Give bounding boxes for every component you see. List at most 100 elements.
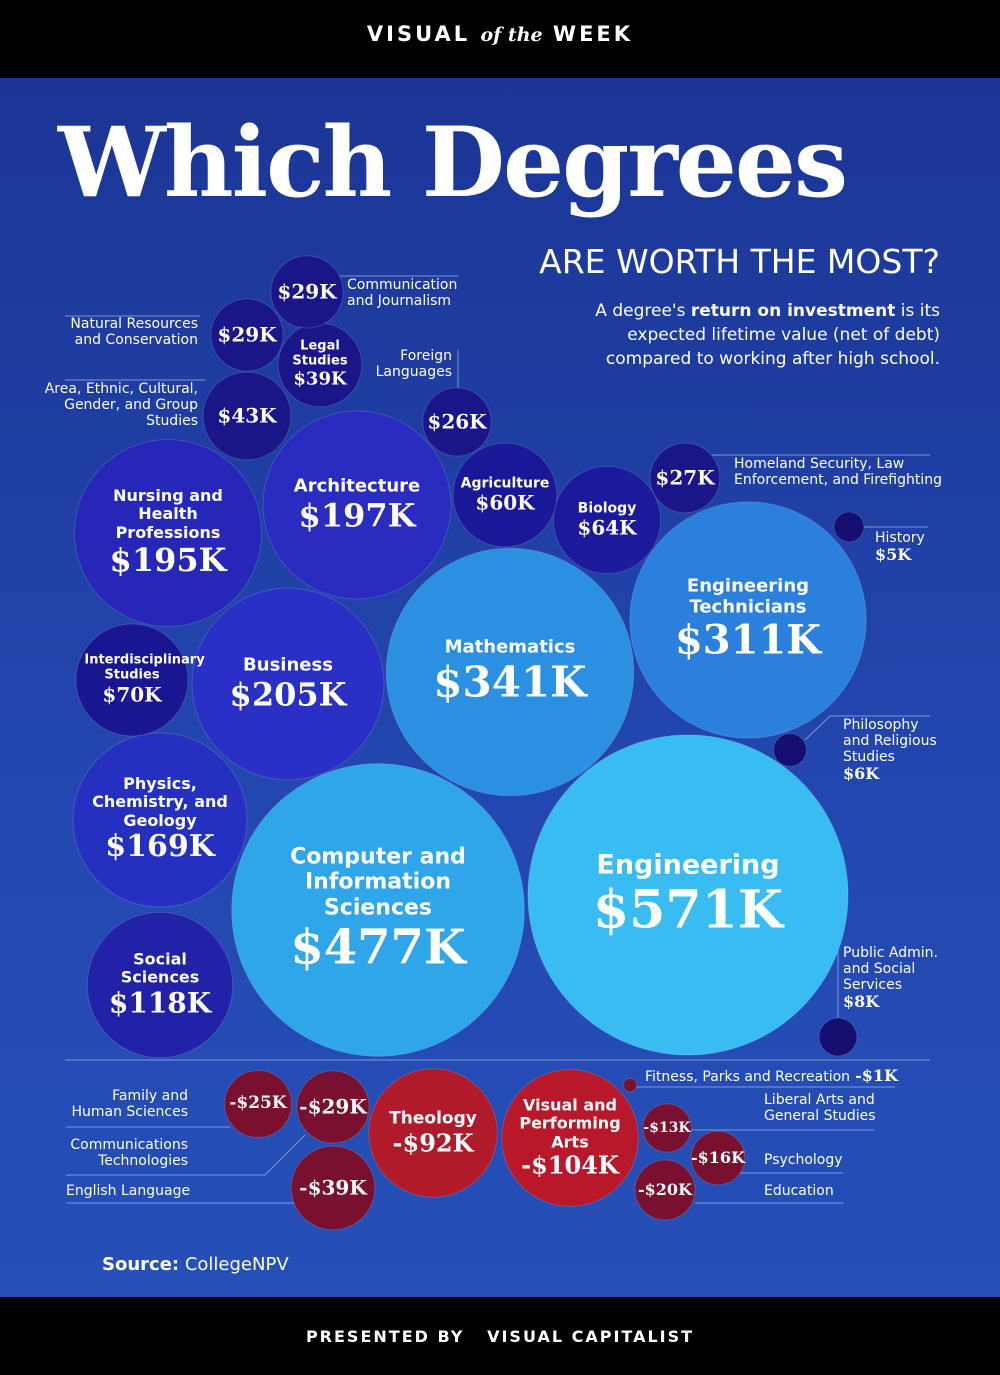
description-text: is its expected lifetime value (net of d… — [605, 301, 940, 369]
bubble-label: Fitness, Parks and Recreation -$1K — [645, 1066, 915, 1085]
category-label: Homeland Security, Law Enforcement, and … — [734, 456, 942, 489]
source-name: CollegeNPV — [184, 1254, 289, 1275]
presented-by: PRESENTED BY — [305, 1327, 465, 1346]
category-label: Physics, Chemistry, and Geology — [92, 774, 228, 830]
title: Which Degrees — [58, 106, 848, 219]
category-label: English Language — [66, 1183, 191, 1199]
bubble — [368, 1068, 498, 1198]
bubble — [552, 465, 662, 575]
bubble — [422, 387, 492, 457]
bubble-label: History $5K — [875, 530, 935, 564]
value-label: -$92K — [392, 1127, 474, 1157]
value-label: $60K — [475, 490, 535, 515]
category-label: Computer and Information Sciences — [290, 844, 466, 921]
description: A degree's return on investment is its e… — [560, 300, 940, 371]
bubble — [649, 442, 721, 514]
bubble — [191, 587, 385, 781]
bubble-label: Philosophy and Religious Studies $6K — [843, 717, 943, 784]
bubble — [202, 371, 292, 461]
brand: WEEK — [552, 22, 634, 46]
footer: PRESENTED BY VISUAL CAPITALIST — [0, 1327, 1000, 1346]
bubble — [527, 734, 849, 1056]
value-label: -$104K — [521, 1150, 619, 1180]
brand: VISUAL CAPITALIST — [487, 1327, 695, 1346]
value-label: $477K — [290, 919, 466, 976]
category-label: Biology — [577, 500, 637, 517]
value-label: $311K — [674, 616, 822, 664]
value-label: -$16K — [691, 1147, 745, 1167]
category-label: Area, Ethnic, Cultural, Gender, and Grou… — [44, 381, 198, 430]
bubble-label: Visual and Performing Arts -$104K — [512, 1095, 628, 1180]
bubble-label: Communications Technologies — [58, 1137, 188, 1169]
value-label: -$13K — [643, 1119, 691, 1136]
category-label: Agriculture — [460, 475, 550, 492]
category-label: Public Admin. and Social Services — [843, 945, 938, 994]
bubble — [385, 547, 635, 797]
bubble-label: Physics, Chemistry, and Geology $169K — [86, 774, 234, 865]
bubble — [818, 1017, 858, 1057]
bubble — [73, 438, 263, 628]
bubble-label: Agriculture $60K — [460, 475, 550, 514]
bubble-label: Education — [764, 1183, 884, 1199]
value-label: $8K — [843, 992, 880, 1012]
description-text: A degree's — [595, 301, 691, 321]
bubble — [210, 298, 284, 372]
value-label: -$25K — [229, 1093, 287, 1114]
value-label: $205K — [229, 674, 347, 713]
category-label: Psychology — [764, 1152, 843, 1168]
bubble-label: Legal Studies $39K — [275, 338, 365, 391]
bubble-label: Area, Ethnic, Cultural, Gender, and Grou… — [43, 381, 198, 429]
category-label: Fitness, Parks and Recreation — [645, 1069, 851, 1085]
brand: of the — [480, 24, 543, 46]
bubble-label: Computer and Information Sciences $477K — [254, 844, 503, 975]
category-label: Architecture — [293, 475, 421, 497]
source: Source: CollegeNPV — [102, 1254, 289, 1276]
category-label: Communications Technologies — [70, 1137, 188, 1170]
category-label: Foreign Languages — [375, 348, 452, 381]
value-label: $64K — [577, 515, 637, 540]
bubble-label: Homeland Security, Law Enforcement, and … — [734, 456, 944, 488]
bubble-label: Natural Resources and Conservation — [58, 316, 198, 348]
bubble — [290, 1145, 376, 1231]
bubble-label: English Language — [66, 1183, 286, 1199]
value-label: $29K — [217, 322, 277, 347]
value-label: -$29K — [299, 1094, 367, 1119]
category-label: Engineering — [596, 849, 780, 881]
category-label: Legal Studies — [292, 338, 348, 369]
value-label: $5K — [875, 545, 912, 565]
value-label: $27K — [655, 465, 715, 490]
bubble-label: Theology -$92K — [378, 1109, 487, 1156]
bubble — [296, 1070, 370, 1144]
value-label: $197K — [298, 495, 416, 534]
bubble — [231, 763, 525, 1057]
bubble-label: Psychology — [764, 1152, 884, 1168]
category-label: Mathematics — [444, 636, 576, 658]
value-label: $43K — [217, 403, 277, 428]
bubble — [270, 255, 344, 329]
value-label: $341K — [433, 657, 587, 707]
category-label: Visual and Performing Arts — [519, 1095, 621, 1152]
value-label: $195K — [109, 541, 227, 580]
value-label: $169K — [105, 829, 215, 865]
bubble — [86, 911, 234, 1059]
bubble — [452, 442, 558, 548]
value-label: $571K — [593, 879, 783, 941]
value-label: -$1K — [855, 1066, 898, 1085]
bubble-label: Interdisciplinary Studies $70K — [84, 653, 204, 707]
value-label: $6K — [843, 764, 880, 784]
category-label: Nursing and Health Professions — [113, 486, 223, 542]
value-label: $26K — [427, 409, 487, 434]
bubble — [629, 501, 867, 739]
category-label: Natural Resources and Conservation — [70, 316, 198, 349]
bubble-label: Engineering Technicians $311K — [648, 575, 849, 664]
bubble — [501, 1069, 639, 1207]
category-label: Social Sciences — [120, 949, 200, 987]
bubble-label: Liberal Arts and General Studies — [764, 1092, 884, 1124]
bubble-label: Business $205K — [206, 655, 369, 713]
bubble — [72, 732, 248, 908]
value-label: $39K — [293, 368, 347, 390]
source-label: Source: — [102, 1254, 180, 1275]
bubble-label: Architecture $197K — [277, 475, 437, 534]
